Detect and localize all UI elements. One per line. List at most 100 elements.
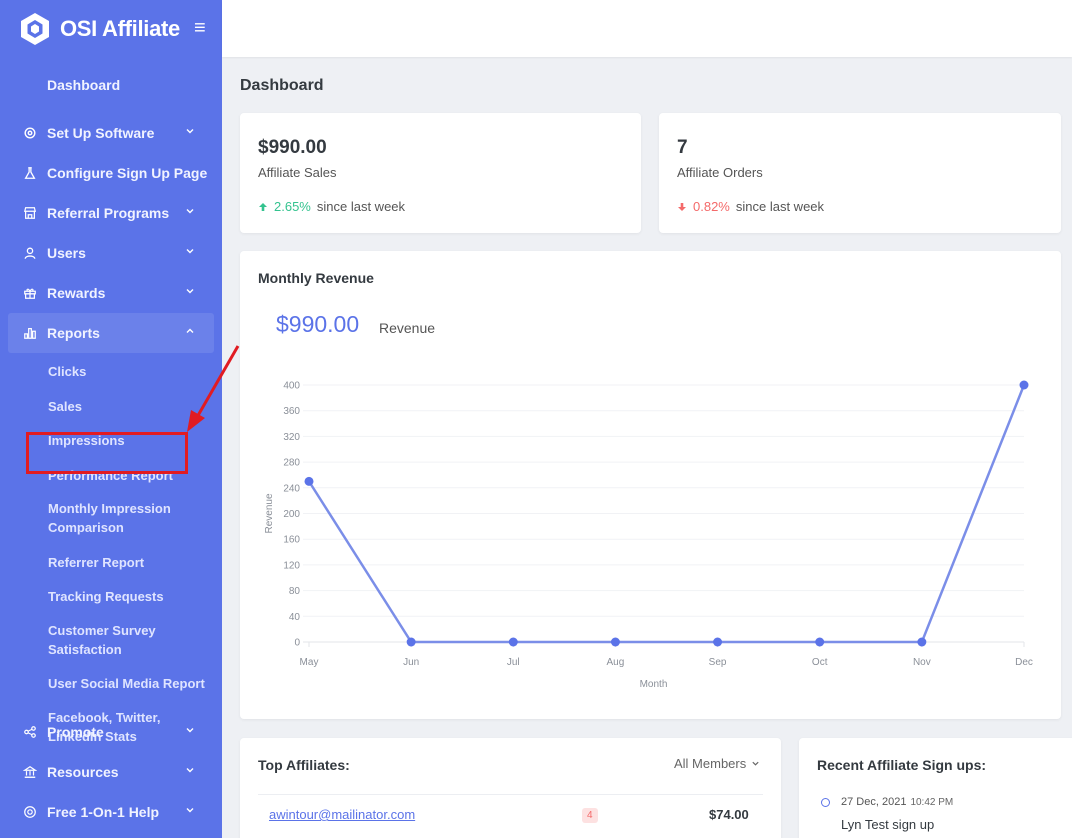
chevron-down-icon	[186, 209, 194, 214]
sidebar-item-configure-sign-up-page[interactable]: Configure Sign Up Page	[0, 153, 222, 193]
subnav-facebook-twitter-linkedin-stats[interactable]: Facebook, Twitter, LinkedIn Stats	[48, 709, 161, 744]
sidebar-item-label: Free 1-On-1 Help	[47, 804, 160, 820]
sidebar-item-set-up-software[interactable]: Set Up Software	[0, 113, 222, 153]
y-tick-label: 360	[283, 406, 300, 417]
menu-toggle-icon[interactable]: ≡	[193, 17, 206, 39]
sidebar-nav-bottom: Promote Resources Free 1-On-1 Help	[0, 712, 222, 832]
monthly-revenue-title: Monthly Revenue	[258, 270, 374, 286]
chevron-up-icon	[186, 328, 194, 333]
revenue-data-point	[917, 637, 927, 647]
top-affiliates-title: Top Affiliates:	[258, 757, 350, 773]
chevron-down-icon	[186, 768, 194, 773]
brand-name: OSI Affiliate	[60, 15, 180, 41]
timeline-dot-icon	[821, 798, 830, 807]
subnav-impressions[interactable]: Impressions	[48, 433, 125, 448]
revenue-data-point	[304, 476, 314, 486]
top-affiliates-card: Top Affiliates: All Members awintour@mai…	[240, 738, 781, 838]
sidebar-item-promote[interactable]: Promote	[0, 712, 222, 752]
affiliate-orders-value: 7	[677, 137, 688, 158]
sidebar-nav: Dashboard Set Up Software Configure Sign…	[0, 57, 222, 353]
affiliate-sales-change-text: since last week	[316, 199, 406, 214]
sidebar-item-referral-programs[interactable]: Referral Programs	[0, 193, 222, 233]
monthly-revenue-value-label: Revenue	[379, 320, 436, 336]
top-affiliates-divider	[258, 794, 763, 795]
x-tick-label: Jun	[403, 657, 419, 668]
sidebar-item-label: Configure Sign Up Page	[47, 165, 208, 181]
chevron-down-icon	[186, 249, 194, 254]
chevron-down-icon	[186, 728, 194, 733]
x-tick-label: Nov	[913, 657, 931, 668]
share-icon	[22, 724, 38, 740]
y-axis-title: Revenue	[264, 493, 275, 533]
topbar	[222, 0, 1072, 57]
revenue-data-point	[508, 637, 518, 647]
sidebar-item-reports[interactable]: Reports	[8, 313, 214, 353]
y-tick-label: 280	[283, 458, 300, 469]
y-tick-label: 320	[283, 432, 300, 443]
recent-signups-title: Recent Affiliate Sign ups:	[817, 757, 987, 773]
chevron-down-icon	[186, 289, 194, 294]
subnav-clicks[interactable]: Clicks	[48, 364, 87, 379]
x-tick-label: Jul	[507, 657, 520, 668]
lifebuoy-icon	[22, 804, 38, 820]
monthly-revenue-value: $990.00	[276, 311, 360, 337]
affiliate-orders-change: 0.82% since last week	[677, 199, 824, 214]
y-tick-label: 400	[283, 381, 300, 392]
sidebar-item-rewards[interactable]: Rewards	[0, 273, 222, 313]
y-tick-label: 120	[283, 560, 300, 571]
affiliate-orders-change-text: since last week	[735, 199, 825, 214]
revenue-data-point	[815, 637, 825, 647]
reports-subnav: Clicks Sales Impressions Performance Rep…	[0, 353, 222, 755]
y-tick-label: 200	[283, 509, 300, 520]
gear-icon	[22, 125, 38, 141]
bar-chart-icon	[22, 325, 38, 341]
x-tick-label: Sep	[709, 657, 727, 668]
affiliate-orders-change-percent: 0.82%	[693, 199, 730, 214]
affiliate-orders-card: 7 Affiliate Orders 0.82% since last week	[659, 113, 1061, 233]
arrow-down-icon	[678, 202, 686, 211]
x-tick-label: May	[300, 657, 319, 668]
sidebar-item-label: Promote	[47, 724, 104, 740]
sidebar-item-label: Users	[47, 245, 86, 261]
sidebar-item-users[interactable]: Users	[0, 233, 222, 273]
y-tick-label: 240	[283, 483, 300, 494]
sidebar-item-free-help[interactable]: Free 1-On-1 Help	[0, 792, 222, 832]
x-axis-title: Month	[640, 679, 668, 690]
user-icon	[22, 245, 38, 261]
y-tick-label: 40	[289, 612, 301, 623]
affiliate-sales-change-percent: 2.65%	[274, 199, 311, 214]
y-tick-label: 80	[289, 586, 301, 597]
y-tick-label: 0	[294, 638, 300, 649]
x-tick-label: Aug	[607, 657, 625, 668]
gift-icon	[22, 285, 38, 301]
brand[interactable]: OSI Affiliate ≡	[0, 0, 222, 57]
subnav-referrer-report[interactable]: Referrer Report	[48, 554, 145, 570]
affiliate-sales-card: $990.00 Affiliate Sales 2.65% since last…	[240, 113, 641, 233]
members-filter-label: All Members	[674, 756, 747, 771]
chevron-down-icon	[752, 761, 759, 766]
subnav-user-social-media-report[interactable]: User Social Media Report	[48, 676, 205, 692]
bank-icon	[22, 764, 38, 780]
y-tick-label: 160	[283, 535, 300, 546]
osi-logo-icon	[21, 12, 49, 45]
subnav-sales[interactable]: Sales	[48, 398, 82, 414]
affiliate-amount: $74.00	[709, 807, 749, 822]
subnav-tracking-requests[interactable]: Tracking Requests	[48, 589, 164, 605]
sidebar-item-label: Referral Programs	[47, 205, 170, 221]
revenue-series-line	[307, 384, 1026, 644]
revenue-data-point	[610, 637, 620, 647]
sidebar-item-dashboard[interactable]: Dashboard	[0, 57, 222, 113]
members-filter-dropdown[interactable]: All Members	[674, 756, 760, 771]
sidebar-item-label: Reports	[47, 325, 100, 341]
affiliate-sales-label: Affiliate Sales	[258, 165, 337, 180]
monthly-revenue-chart: 0 40 80 120 160 200 240 280 320 360 400 May Jun Jul Au…	[264, 380, 1033, 690]
sidebar: OSI Affiliate ≡ Dashboard Set Up Softwar…	[0, 0, 222, 838]
sidebar-item-resources[interactable]: Resources	[0, 752, 222, 792]
subnav-customer-survey-satisfaction[interactable]: Customer Survey Satisfaction	[48, 622, 156, 657]
annotation-highlight-box	[26, 432, 188, 474]
chevron-down-icon	[186, 129, 194, 134]
x-tick-label: Dec	[1015, 657, 1033, 668]
subnav-monthly-impression-comparison[interactable]: Monthly Impression Comparison	[48, 501, 171, 535]
revenue-data-point	[406, 637, 416, 647]
affiliate-email-link[interactable]: awintour@mailinator.com	[269, 807, 416, 822]
